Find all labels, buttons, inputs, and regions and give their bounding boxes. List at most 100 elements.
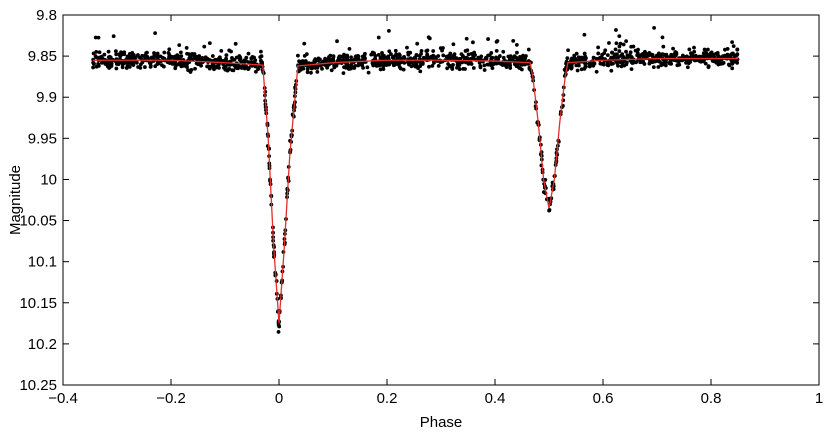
- data-point: [631, 60, 636, 65]
- data-point: [584, 56, 588, 61]
- y-tick-label: 10.15: [19, 295, 57, 312]
- data-point: [376, 52, 381, 57]
- data-point: [613, 47, 618, 52]
- data-point: [409, 64, 414, 69]
- data-point: [254, 69, 258, 74]
- data-point: [187, 52, 191, 57]
- data-point: [331, 55, 336, 60]
- data-point: [397, 65, 402, 70]
- data-point: [194, 57, 199, 62]
- data-point: [591, 55, 596, 60]
- y-tick-label: 10.2: [28, 336, 57, 353]
- data-point: [205, 64, 210, 69]
- data-point: [508, 66, 513, 70]
- data-point: [644, 53, 648, 57]
- data-point: [138, 62, 143, 67]
- data-point: [360, 54, 365, 59]
- x-tick-label: 0.8: [701, 390, 722, 407]
- data-point: [148, 65, 153, 69]
- data-point: [629, 67, 634, 72]
- data-point: [664, 53, 669, 58]
- data-point: [605, 53, 610, 58]
- data-point: [305, 70, 310, 75]
- data-point: [725, 46, 730, 51]
- y-tick-label: 10.25: [19, 377, 57, 394]
- data-point: [380, 56, 385, 61]
- data-point: [576, 55, 581, 60]
- x-tick-labels: −0.4 −0.2 0 0.2 0.4 0.6 0.8 1: [48, 390, 823, 407]
- data-point: [309, 70, 313, 75]
- data-point: [356, 63, 361, 68]
- data-point: [498, 61, 503, 66]
- data-point: [466, 52, 471, 57]
- data-point: [496, 57, 501, 61]
- data-point: [347, 46, 352, 51]
- data-point: [221, 62, 226, 67]
- data-point: [482, 63, 487, 68]
- data-point: [463, 67, 467, 71]
- data-point: [507, 56, 512, 61]
- data-point: [414, 52, 419, 57]
- data-point: [671, 53, 676, 58]
- data-point: [685, 65, 690, 70]
- data-point: [579, 67, 584, 72]
- data-point: [116, 62, 121, 67]
- data-point: [486, 37, 490, 41]
- data-point: [441, 53, 446, 58]
- data-point: [514, 42, 519, 47]
- data-point: [259, 49, 263, 54]
- data-point: [582, 32, 587, 37]
- data-point: [341, 71, 346, 76]
- data-point: [390, 55, 395, 60]
- x-tick-label: 0: [275, 390, 283, 407]
- data-point: [342, 65, 346, 69]
- data-point: [660, 52, 665, 57]
- data-point: [641, 59, 646, 64]
- data-point: [418, 69, 423, 74]
- data-point: [186, 68, 190, 73]
- data-point: [617, 49, 622, 53]
- data-point: [501, 49, 506, 54]
- data-point: [413, 64, 418, 69]
- data-point: [609, 68, 614, 73]
- data-point: [624, 39, 629, 44]
- data-point: [730, 66, 735, 71]
- data-point: [96, 35, 101, 40]
- data-point: [526, 47, 531, 52]
- data-point: [207, 41, 212, 46]
- data-point: [730, 61, 735, 66]
- data-point: [106, 55, 111, 60]
- data-point: [177, 43, 182, 48]
- data-point: [446, 62, 451, 66]
- data-point: [484, 56, 488, 61]
- data-point: [167, 47, 172, 52]
- data-point: [320, 66, 324, 71]
- data-point: [725, 54, 730, 59]
- data-point: [160, 63, 164, 68]
- data-point: [487, 62, 491, 67]
- data-point: [136, 53, 140, 57]
- data-point: [419, 48, 424, 53]
- data-point: [242, 64, 247, 69]
- data-point: [680, 58, 685, 63]
- data-point: [677, 62, 682, 67]
- data-point: [219, 48, 224, 53]
- data-point: [336, 56, 341, 60]
- data-point: [227, 48, 232, 53]
- data-point: [363, 51, 367, 56]
- data-point: [147, 61, 152, 66]
- data-point: [124, 66, 129, 70]
- data-point: [402, 60, 407, 65]
- data-point: [234, 55, 239, 60]
- data-point: [394, 61, 399, 66]
- data-point: [302, 60, 306, 65]
- data-point: [244, 55, 249, 60]
- data-point: [246, 60, 251, 65]
- data-point: [661, 44, 666, 49]
- data-point: [614, 41, 619, 46]
- data-point: [497, 54, 502, 58]
- data-point: [698, 59, 703, 64]
- data-point: [574, 63, 579, 68]
- data-point: [684, 60, 688, 65]
- data-point: [621, 42, 626, 47]
